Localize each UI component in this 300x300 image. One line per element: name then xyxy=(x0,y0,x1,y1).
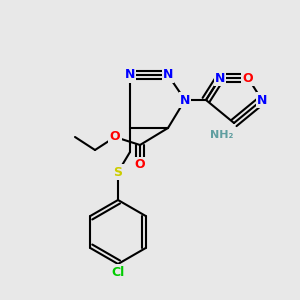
Text: N: N xyxy=(125,68,135,82)
Text: O: O xyxy=(243,71,253,85)
Text: N: N xyxy=(215,71,225,85)
Text: NH₂: NH₂ xyxy=(210,130,234,140)
Text: O: O xyxy=(135,158,145,172)
Text: N: N xyxy=(163,68,173,82)
Text: S: S xyxy=(113,166,122,178)
Text: Cl: Cl xyxy=(111,266,124,278)
Text: N: N xyxy=(180,94,190,106)
Text: O: O xyxy=(110,130,120,143)
Text: N: N xyxy=(257,94,267,106)
